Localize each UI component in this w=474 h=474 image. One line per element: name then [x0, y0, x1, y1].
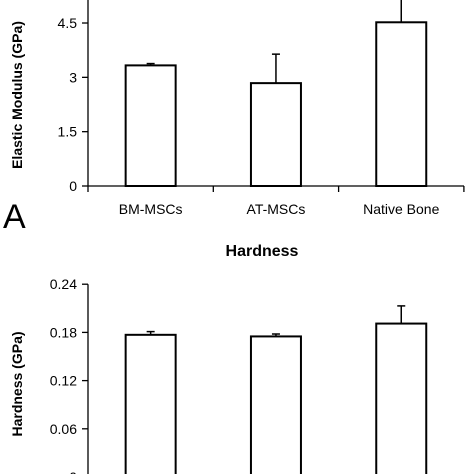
panel-label-a: A [3, 198, 26, 236]
chart2-bars [124, 305, 428, 474]
chart2-axes [82, 283, 89, 474]
chart2-bar [124, 333, 177, 474]
chart2-title: Hardness [226, 243, 299, 260]
chart1-labels: 0 1.5 3 4.5 BM-MSCs AT-MSCs Native Bone [58, 15, 440, 217]
chart1-category-label: BM-MSCs [119, 201, 183, 217]
chart1-y-tick-label: 1.5 [58, 124, 78, 140]
chart1-y-tick-label: 0 [69, 178, 77, 194]
chart2-labels: 0 0.06 0.12 0.18 0.24 [50, 276, 77, 474]
chart2-bar [375, 322, 428, 474]
chart2-y-tick-label: 0.18 [50, 324, 77, 340]
chart1-y-tick-label: 3 [69, 69, 77, 85]
chart2-y-tick-label: 0 [69, 469, 77, 474]
chart2-ylabel: Hardness (GPa) [9, 331, 25, 436]
elastic-modulus-chart: Elastic Modulus (GPa) A 0 1.5 3 4.5 BM-MSCs A… [3, 0, 465, 236]
chart2-bar [249, 335, 302, 474]
chart1-y-tick-label: 4.5 [58, 15, 78, 31]
chart1-category-label: AT-MSCs [247, 201, 306, 217]
chart2-y-tick-label: 0.12 [50, 373, 77, 389]
hardness-chart: Hardness Hardness (GPa) 0 0.06 0.12 0.18 0.2… [9, 243, 428, 474]
chart1-ylabel: Elastic Modulus (GPa) [9, 21, 25, 169]
chart2-y-tick-label: 0.06 [50, 421, 77, 437]
chart1-bar [124, 64, 177, 187]
chart1-bar [249, 82, 302, 187]
chart2-y-tick-label: 0.24 [50, 276, 77, 292]
chart1-bars [124, 0, 428, 188]
chart1-category-label: Native Bone [363, 201, 439, 217]
chart1-bar [375, 21, 428, 188]
